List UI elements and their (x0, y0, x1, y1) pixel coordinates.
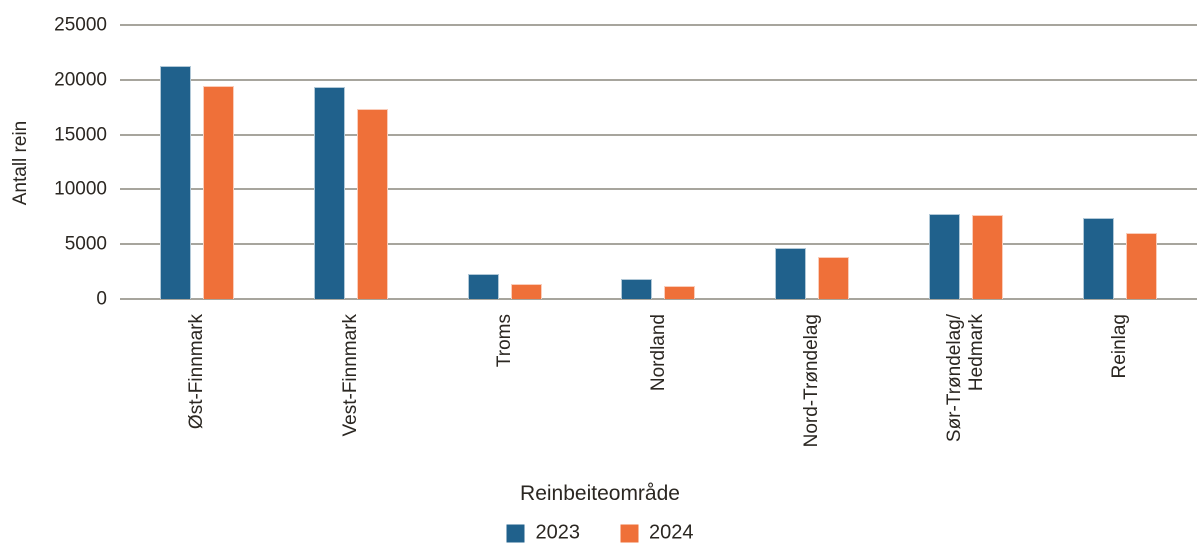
bar-group (428, 25, 582, 299)
gridline (120, 24, 1197, 26)
bar-2023 (1083, 218, 1115, 299)
bar-group (120, 25, 274, 299)
x-category-label: Øst-Finnmark (185, 314, 207, 430)
legend-label: 2023 (535, 521, 581, 544)
y-tick-label: 15000 (54, 124, 107, 146)
bar-2024 (972, 215, 1004, 299)
bar-2024 (818, 257, 850, 299)
bar-2023 (621, 278, 653, 299)
legend-swatch-icon (506, 524, 525, 542)
x-category-label: Nordland (647, 314, 669, 392)
x-category-label: Sør-Trøndelag/Hedmark (944, 314, 988, 443)
gridline (120, 243, 1197, 246)
chart-legend: 2023 2024 (506, 521, 694, 545)
bar-2023 (467, 273, 499, 299)
y-axis-title: Antall rein (10, 120, 31, 206)
x-category-label: Nord-Trøndelag (801, 314, 823, 448)
bar-2024 (202, 86, 234, 299)
bar-group (274, 25, 428, 299)
bar-2023 (775, 248, 807, 299)
y-tick-label: 25000 (54, 14, 107, 36)
y-tick-label: 5000 (64, 233, 107, 255)
gridline (120, 78, 1197, 81)
plot-area: 0 5000 10000 15000 20000 25000 (54, 16, 1197, 309)
bar-2024 (510, 283, 542, 299)
gridline (120, 298, 1197, 300)
bar-2024 (664, 285, 696, 299)
legend-swatch-icon (620, 524, 638, 542)
bar-2024 (1126, 233, 1158, 299)
bar-group (1043, 25, 1197, 299)
legend-entry: 2023 (506, 521, 581, 545)
bar-group (735, 25, 889, 299)
x-category-label: Reinlag (1109, 314, 1131, 379)
y-tick-label: 0 (96, 288, 107, 310)
legend-label: 2024 (649, 521, 694, 544)
bar-2023 (929, 213, 961, 299)
x-category-label: Troms (493, 314, 515, 368)
bar-2024 (356, 108, 388, 299)
y-tick-label: 10000 (54, 178, 107, 200)
y-tick-label: 20000 (54, 69, 107, 91)
bar-2023 (159, 65, 191, 299)
bar-group (889, 25, 1043, 299)
gridline (120, 133, 1197, 136)
gridline (120, 188, 1197, 191)
x-category-label: Vest-Finnmark (339, 314, 361, 437)
bar-2023 (313, 87, 345, 299)
x-axis-title: Reinbeiteområde (520, 482, 680, 505)
legend-entry: 2024 (620, 522, 694, 545)
bar-group (582, 25, 736, 299)
